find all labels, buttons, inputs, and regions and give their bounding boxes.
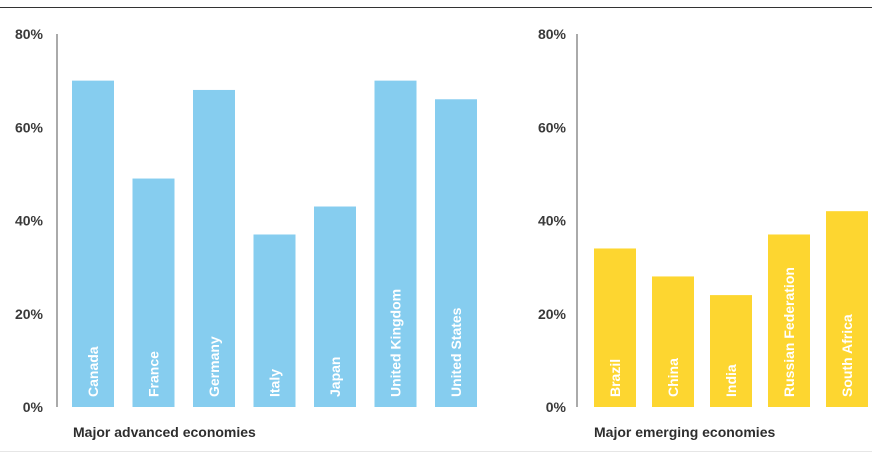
y-tick-label: 40%	[538, 213, 567, 229]
bottom-rule	[0, 451, 872, 452]
y-tick-label: 0%	[23, 399, 44, 415]
bar-china	[652, 276, 694, 407]
bar-brazil	[594, 248, 636, 407]
bar-label: France	[146, 351, 162, 397]
y-tick-label: 60%	[15, 119, 44, 135]
bar-germany	[193, 89, 235, 407]
y-tick-label: 60%	[538, 119, 567, 135]
chart-panel-2: 0% 20% 40% 60% 80% Brazil China India Russian Fe…	[538, 26, 868, 440]
chart-caption: Major advanced economies	[73, 424, 256, 440]
bar-russian-federation	[768, 234, 810, 407]
bar-label: China	[665, 358, 681, 397]
bar-label: South Africa	[839, 314, 855, 397]
y-tick-label: 80%	[15, 26, 44, 42]
bar-label: Italy	[267, 369, 283, 397]
bar-label: United States	[448, 307, 464, 397]
bar-label: Russian Federation	[781, 267, 797, 397]
bar-italy	[253, 234, 296, 407]
bar-label: Germany	[206, 336, 222, 397]
chart-panel-1: 0% 20% 40% 60% 80% Canada France Germany Italy Ja…	[15, 26, 477, 440]
y-tick-label: 0%	[546, 399, 567, 415]
y-tick-label: 40%	[15, 213, 44, 229]
bar-label: India	[723, 364, 739, 397]
bar-france	[132, 178, 175, 407]
bar-canada	[72, 80, 114, 407]
bar-united-states	[435, 99, 477, 408]
y-tick-label: 20%	[538, 306, 567, 322]
chart-caption: Major emerging economies	[594, 424, 775, 440]
bar-label: United Kingdom	[388, 289, 404, 397]
y-tick-label: 20%	[15, 306, 44, 322]
bar-south-africa	[826, 211, 868, 407]
bar-india	[710, 295, 752, 407]
bar-label: Canada	[85, 346, 101, 397]
bar-japan	[314, 206, 356, 407]
y-tick-label: 80%	[538, 26, 567, 42]
bar-label: Japan	[327, 357, 343, 397]
bar-united-kingdom	[374, 80, 417, 407]
bar-label: Brazil	[607, 359, 623, 397]
top-rule	[0, 7, 872, 8]
